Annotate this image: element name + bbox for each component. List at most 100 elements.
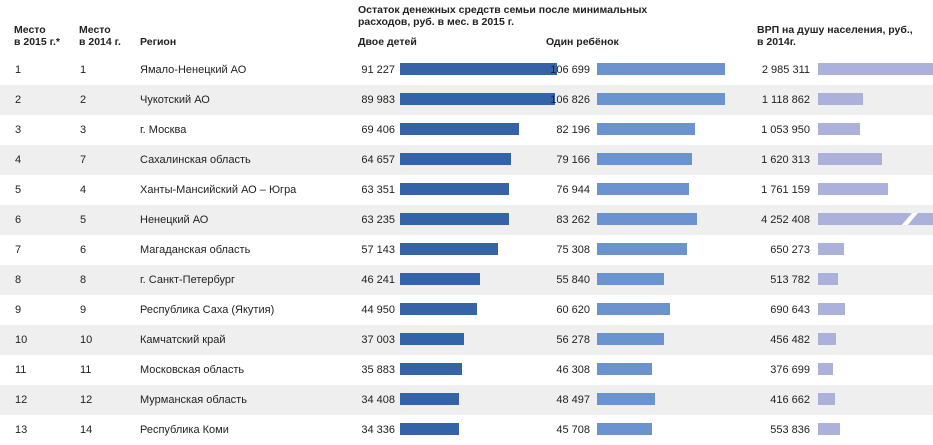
rank-2014-header: Место в 2014 г. <box>79 24 121 48</box>
one-child-value: 60 620 <box>556 304 590 316</box>
two-children-bar <box>400 243 498 255</box>
gdp-value: 690 643 <box>770 304 810 316</box>
one-child-value: 46 308 <box>556 364 590 376</box>
rank-2015-cell: 12 <box>15 394 28 406</box>
region-cell: Ямало-Ненецкий АО <box>140 64 247 76</box>
gdp-value: 416 662 <box>770 394 810 406</box>
region-cell: Сахалинская область <box>140 154 251 166</box>
rank-2015-header-line1: Место <box>14 24 46 36</box>
one-child-value: 76 944 <box>556 184 590 196</box>
gdp-value: 1 761 159 <box>761 184 810 196</box>
two-children-bar <box>400 423 459 435</box>
two-children-value: 34 408 <box>361 394 395 406</box>
two-children-value: 35 883 <box>361 364 395 376</box>
gdp-bar <box>818 183 888 195</box>
two-children-bar <box>400 183 509 195</box>
rank-2014-cell: 11 <box>80 364 92 376</box>
gdp-bar <box>818 273 838 285</box>
region-cell: Ханты-Мансийский АО – Югра <box>140 184 297 196</box>
gdp-bar <box>818 423 840 435</box>
rank-2015-cell: 11 <box>15 364 27 376</box>
gdp-header: ВРП на душу населения, руб., в 2014г. <box>757 24 913 48</box>
rank-2015-cell: 9 <box>15 304 22 316</box>
one-child-bar <box>597 423 652 435</box>
two-children-value: 57 143 <box>361 244 395 256</box>
one-child-bar <box>597 213 697 225</box>
gdp-header-line1: ВРП на душу населения, руб., <box>757 24 913 36</box>
gdp-bar <box>818 93 863 105</box>
one-child-value: 83 262 <box>556 214 590 226</box>
table-row: 9 9 Республика Саха (Якутия) 44 950 60 620 69… <box>0 295 933 325</box>
two-children-value: 64 657 <box>361 154 395 166</box>
two-children-value: 44 950 <box>361 304 395 316</box>
gdp-value: 1 053 950 <box>761 124 810 136</box>
one-child-bar <box>597 153 692 165</box>
region-cell: г. Москва <box>140 124 187 136</box>
one-child-bar <box>597 183 689 195</box>
one-child-value: 79 166 <box>556 154 590 166</box>
table-row: 6 5 Ненецкий АО 63 235 83 262 4 252 408 <box>0 205 933 235</box>
rank-2015-cell: 8 <box>15 274 22 286</box>
two-children-value: 63 235 <box>361 214 395 226</box>
one-child-bar <box>597 333 664 345</box>
rank-2015-cell: 2 <box>15 94 22 106</box>
two-children-value: 89 983 <box>361 94 395 106</box>
one-child-bar <box>597 243 687 255</box>
rank-2014-cell: 8 <box>80 274 87 286</box>
one-child-value: 106 699 <box>550 64 590 76</box>
rank-2014-cell: 1 <box>80 64 87 76</box>
table-row: 13 14 Республика Коми 34 336 45 708 553 836 <box>0 415 933 445</box>
one-child-value: 55 840 <box>556 274 590 286</box>
one-child-value: 45 708 <box>556 424 590 436</box>
table-row: 12 12 Мурманская область 34 408 48 497 416 66… <box>0 385 933 415</box>
one-child-bar <box>597 123 695 135</box>
rank-2014-header-line1: Место <box>79 24 111 36</box>
two-children-header: Двое детей <box>358 36 417 48</box>
region-cell: г. Санкт-Петербург <box>140 274 236 286</box>
rank-2015-cell: 4 <box>15 154 22 166</box>
gdp-value: 4 252 408 <box>761 214 810 226</box>
region-cell: Республика Коми <box>140 424 229 436</box>
region-header: Регион <box>140 36 177 48</box>
one-child-bar <box>597 63 725 75</box>
two-children-bar <box>400 213 509 225</box>
gdp-value: 513 782 <box>770 274 810 286</box>
two-children-bar <box>400 273 480 285</box>
rank-2015-header: Место в 2015 г.* <box>14 24 60 48</box>
rank-2014-header-line2: в 2014 г. <box>79 36 121 48</box>
table-row: 2 2 Чукотский АО 89 983 106 826 1 118 862 <box>0 85 933 115</box>
rank-2014-cell: 9 <box>80 304 87 316</box>
table-row: 7 6 Магаданская область 57 143 75 308 650 273 <box>0 235 933 265</box>
region-cell: Чукотский АО <box>140 94 210 106</box>
gdp-value: 553 836 <box>770 424 810 436</box>
rank-2015-cell: 5 <box>15 184 22 196</box>
gdp-bar <box>818 243 844 255</box>
one-child-value: 82 196 <box>556 124 590 136</box>
gdp-bar <box>818 153 882 165</box>
rank-2015-cell: 3 <box>15 124 22 136</box>
two-children-value: 34 336 <box>361 424 395 436</box>
region-cell: Камчатский край <box>140 334 226 346</box>
gdp-bar <box>818 213 933 225</box>
one-child-value: 56 278 <box>556 334 590 346</box>
rank-2015-cell: 7 <box>15 244 22 256</box>
gdp-value: 1 620 313 <box>761 154 810 166</box>
two-children-value: 63 351 <box>361 184 395 196</box>
two-children-value: 46 241 <box>361 274 395 286</box>
gdp-value: 376 699 <box>770 364 810 376</box>
region-cell: Республика Саха (Якутия) <box>140 304 275 316</box>
one-child-value: 48 497 <box>556 394 590 406</box>
table-row: 4 7 Сахалинская область 64 657 79 166 1 620 3… <box>0 145 933 175</box>
one-child-value: 75 308 <box>556 244 590 256</box>
rank-2015-header-line2: в 2015 г.* <box>14 36 60 48</box>
rank-2015-cell: 13 <box>15 424 28 436</box>
rank-2014-cell: 7 <box>80 154 87 166</box>
one-child-bar <box>597 93 725 105</box>
remainder-title-line1: Остаток денежных средств семьи после мин… <box>358 4 648 16</box>
two-children-bar <box>400 123 519 135</box>
gdp-bar <box>818 63 933 75</box>
gdp-value: 456 482 <box>770 334 810 346</box>
axis-break-mark <box>896 213 922 225</box>
rank-2014-cell: 6 <box>80 244 87 256</box>
